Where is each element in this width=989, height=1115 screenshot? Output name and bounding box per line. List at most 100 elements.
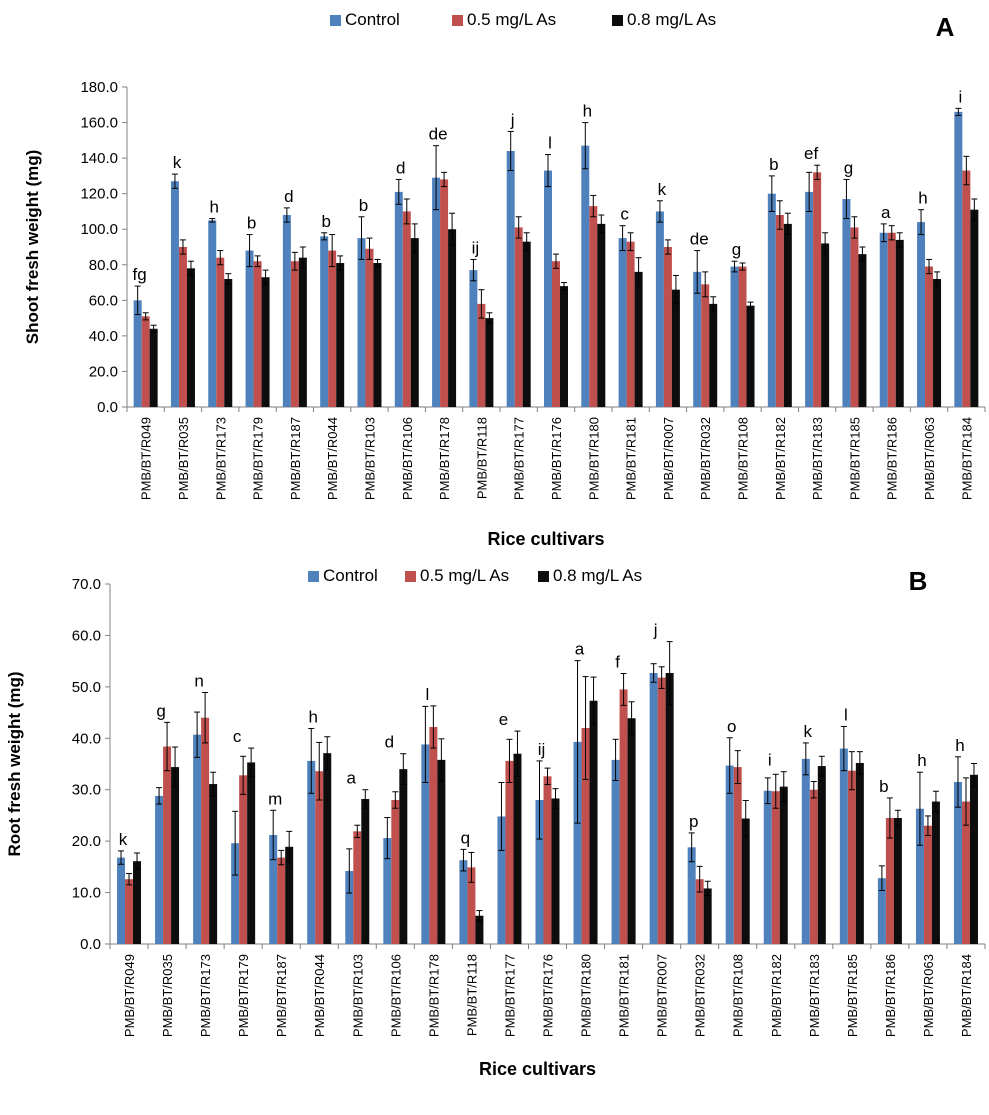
y-tick-label: 100.0 bbox=[80, 221, 118, 238]
x-category-label: PMB/BT/R035 bbox=[176, 417, 191, 500]
bar bbox=[665, 672, 674, 944]
bar bbox=[163, 746, 172, 944]
x-category-label: PMB/BT/R176 bbox=[541, 954, 556, 1037]
significance-letter: fg bbox=[133, 265, 147, 284]
chart-panel-a: Control 0.5 mg/L As 0.8 mg/L As A 0.0 20.0 40.… bbox=[23, 10, 986, 549]
y-tick-label: 40.0 bbox=[72, 730, 101, 747]
legend-label: Control bbox=[323, 566, 378, 585]
y-tick-label: 0.0 bbox=[80, 936, 101, 953]
bar bbox=[178, 247, 187, 407]
bar bbox=[779, 786, 788, 944]
bar bbox=[421, 744, 430, 944]
x-category-label: PMB/BT/R183 bbox=[807, 954, 822, 1037]
x-category-label: PMB/BT/R185 bbox=[845, 954, 860, 1037]
x-category-label: PMB/BT/R177 bbox=[512, 417, 527, 500]
x-category-label: PMB/BT/R103 bbox=[362, 417, 377, 500]
bar bbox=[805, 191, 814, 407]
y-tick-label: 80.0 bbox=[89, 257, 118, 274]
bar bbox=[285, 846, 294, 944]
bar bbox=[915, 808, 924, 944]
bar bbox=[627, 718, 636, 944]
legend-label: Control bbox=[345, 10, 400, 29]
significance-letter: c bbox=[233, 727, 242, 746]
significance-letter: i bbox=[768, 751, 772, 770]
bar bbox=[687, 847, 696, 944]
bar bbox=[589, 700, 598, 944]
significance-letter: k bbox=[658, 180, 667, 199]
bar bbox=[693, 271, 702, 407]
bar bbox=[209, 784, 218, 944]
bar bbox=[437, 759, 446, 944]
x-category-label: PMB/BT/R180 bbox=[579, 954, 594, 1037]
significance-letter: a bbox=[881, 203, 891, 222]
bar bbox=[402, 211, 411, 407]
x-axis-title: Rice cultivars bbox=[479, 1059, 596, 1079]
bar bbox=[551, 798, 560, 944]
x-category-label: PMB/BT/R049 bbox=[122, 954, 137, 1037]
x-category-label: PMB/BT/R178 bbox=[437, 417, 452, 500]
bar bbox=[581, 145, 590, 407]
x-category-label: PMB/BT/R049 bbox=[139, 417, 154, 500]
bar bbox=[701, 284, 710, 407]
x-category-label: PMB/BT/R186 bbox=[885, 417, 900, 500]
bar bbox=[429, 726, 438, 944]
y-axis-title: Root fresh weight (mg) bbox=[5, 671, 24, 856]
significance-letter: k bbox=[173, 153, 182, 172]
bar bbox=[626, 241, 635, 407]
x-category-label: PMB/BT/R108 bbox=[736, 417, 751, 500]
x-category-label: PMB/BT/R186 bbox=[883, 954, 898, 1037]
x-category-label: PMB/BT/R179 bbox=[251, 417, 266, 500]
x-category-label: PMB/BT/R044 bbox=[325, 417, 340, 500]
panel-label: B bbox=[909, 566, 928, 596]
bar bbox=[581, 728, 590, 944]
bar bbox=[925, 266, 934, 407]
x-category-label: PMB/BT/R106 bbox=[388, 954, 403, 1037]
bar bbox=[277, 857, 286, 944]
bar bbox=[469, 270, 478, 407]
bar bbox=[933, 279, 942, 407]
bar bbox=[170, 181, 179, 407]
y-tick-label: 20.0 bbox=[89, 363, 118, 380]
bar bbox=[847, 770, 856, 944]
bar bbox=[597, 223, 606, 407]
bar bbox=[573, 741, 582, 944]
legend-swatch bbox=[612, 15, 623, 26]
bar bbox=[923, 825, 932, 944]
legend-swatch bbox=[330, 15, 341, 26]
bar bbox=[383, 838, 392, 944]
significance-letter: de bbox=[429, 125, 448, 144]
bar bbox=[961, 801, 970, 944]
significance-letter: i bbox=[958, 87, 962, 106]
x-category-label: PMB/BT/R181 bbox=[617, 954, 632, 1037]
x-category-label: PMB/BT/R178 bbox=[426, 954, 441, 1037]
significance-letter: ij bbox=[472, 238, 480, 257]
x-category-label: PMB/BT/R187 bbox=[274, 954, 289, 1037]
bar bbox=[475, 915, 484, 944]
bar bbox=[730, 266, 739, 407]
y-tick-label: 140.0 bbox=[80, 150, 118, 167]
bar bbox=[323, 753, 332, 944]
x-axis-title: Rice cultivars bbox=[487, 529, 604, 549]
x-category-label: PMB/BT/R184 bbox=[959, 954, 974, 1037]
bar bbox=[763, 790, 772, 944]
bar bbox=[394, 191, 403, 407]
bar bbox=[544, 170, 552, 407]
significance-letter: h bbox=[210, 198, 219, 217]
y-tick-label: 180.0 bbox=[80, 79, 118, 96]
bar bbox=[655, 211, 664, 407]
significance-letter: h bbox=[917, 751, 926, 770]
bar bbox=[328, 250, 337, 407]
bar bbox=[895, 239, 904, 407]
significance-letter: c bbox=[620, 205, 629, 224]
bar bbox=[725, 765, 734, 944]
bar bbox=[767, 193, 776, 407]
significance-letter: d bbox=[385, 733, 394, 752]
legend-label: 0.5 mg/L As bbox=[420, 566, 509, 585]
bar bbox=[962, 170, 971, 407]
bar bbox=[953, 782, 962, 944]
bar bbox=[738, 266, 747, 407]
bar bbox=[155, 795, 164, 944]
bar bbox=[345, 870, 354, 944]
x-category-label: PMB/BT/R108 bbox=[731, 954, 746, 1037]
bar bbox=[821, 243, 830, 407]
